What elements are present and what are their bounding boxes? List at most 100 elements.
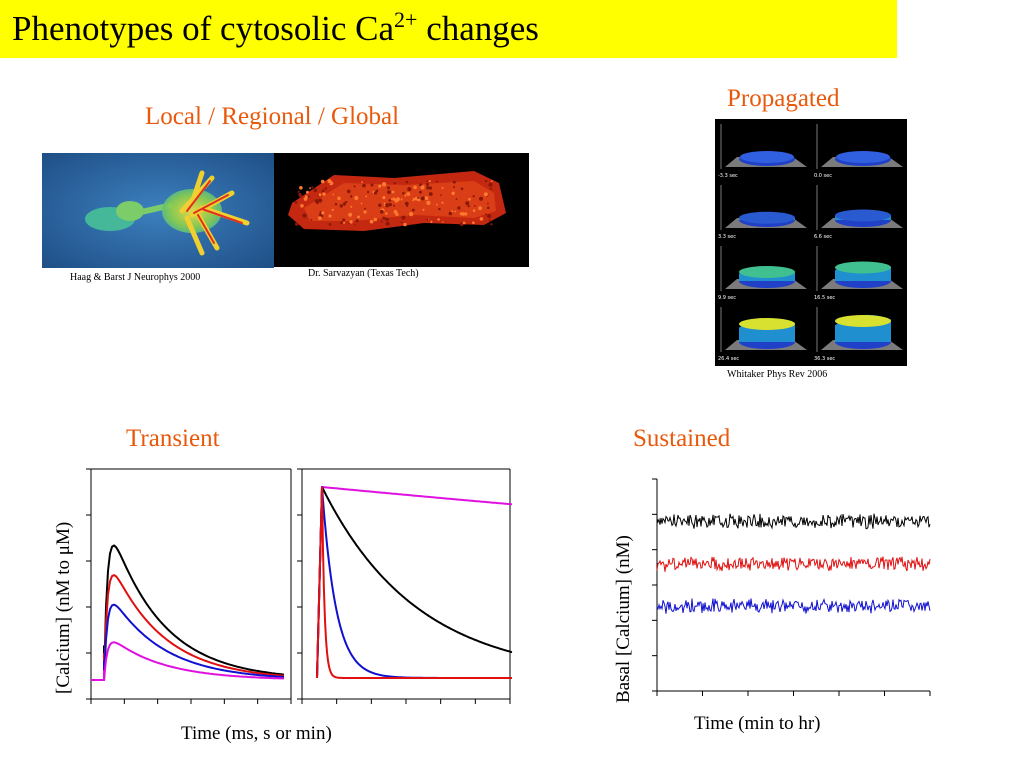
speckle [318,198,323,203]
speckle [364,207,366,210]
speckle [426,218,429,221]
panel-time-label: 0.0 sec [814,173,832,179]
speckle [393,210,398,214]
speckle [489,187,492,190]
speckle [307,195,310,198]
decay-series-line [316,486,513,679]
decay-series-line [316,485,513,679]
speckle [324,187,327,190]
speckle [337,196,341,201]
speckle [382,216,386,220]
speckle [309,187,311,189]
speckle [395,212,399,216]
heading-transient: Transient [126,425,220,452]
speckle [342,218,346,222]
speckle [419,190,422,194]
speckle [487,206,490,210]
panel-time-label: 3.3 sec [718,234,736,240]
speckle [400,198,403,201]
speckle [370,183,374,187]
speckle [318,216,322,221]
speckle [479,217,484,221]
speckle [401,215,406,220]
speckle [405,180,409,184]
speckle [400,221,403,224]
speckle [310,218,313,221]
speckle [472,209,476,212]
speckle [465,201,470,206]
speckle [483,192,488,197]
wave-panel: 26.4 sec [718,307,807,362]
propagated-wave-image: -3.3 sec 0.0 sec 3.3 sec 6.6 sec 9.9 sec 16.5… [715,119,907,366]
speckle [468,197,471,201]
wave-panel: 9.9 sec [718,246,807,301]
speckle [302,213,307,218]
speckle [328,214,332,218]
speckle [388,199,392,202]
speckle [437,218,440,221]
speckle [299,186,303,190]
speckle [360,202,363,205]
speckle [485,213,487,216]
speckle [435,180,438,183]
speckle [314,199,319,203]
speckle [487,202,489,205]
panel-time-label: 6.6 sec [814,234,832,240]
speckle [428,186,432,190]
wave-panel: 36.3 sec [814,307,903,362]
speckle [362,183,366,188]
speckle [318,193,322,197]
sustained-x-axis-label: Time (min to hr) [694,713,821,734]
speckle [441,201,444,204]
speckle [348,212,353,217]
speckle [374,191,378,195]
speckle [424,196,429,201]
speckle [472,195,475,198]
speckle [391,190,395,194]
speckle [402,192,405,195]
speckle [300,204,304,208]
speckle [383,204,386,206]
speckle [393,182,396,185]
heading-propagated: Propagated [727,85,840,112]
decay-series-line [316,486,512,679]
speckle [436,203,438,206]
speckle [375,189,379,193]
caption-haag: Haag & Barst J Neurophys 2000 [70,272,201,283]
transient-y-axis-label: [Calcium] (nM to μM) [53,521,74,694]
speckle [478,206,482,211]
speckle [406,192,411,196]
speckle [411,208,415,212]
speckle [467,204,470,208]
speckle [479,196,483,201]
neuron-calcium-image [42,153,274,268]
speckle [334,203,338,206]
speckle [297,190,300,193]
speckle [407,187,412,192]
speckle [365,195,368,198]
speckle [455,198,458,200]
speckle [347,189,351,194]
speckle [384,217,388,221]
speckle [387,186,390,190]
speckle [396,197,400,202]
speckle [354,224,356,226]
transient-chart-amplitude [85,465,295,710]
speckle [412,199,415,202]
transient-x-axis-label: Time (ms, s or min) [181,723,332,744]
speckle [459,222,464,227]
title-main: Phenotypes of cytosolic Ca [12,9,395,48]
speckle [490,180,493,183]
speckle [454,210,457,213]
speckle [342,202,347,206]
speckle [426,200,431,205]
speckle [339,204,343,208]
speckle [452,180,456,184]
speckle [426,180,428,183]
title-bar [0,0,897,58]
wave-panel: 16.5 sec [814,246,903,301]
speckle [379,209,384,214]
speckle [420,185,425,190]
speckle [373,217,378,222]
sustained-y-axis-label: Basal [Calcium] (nM) [613,535,634,703]
